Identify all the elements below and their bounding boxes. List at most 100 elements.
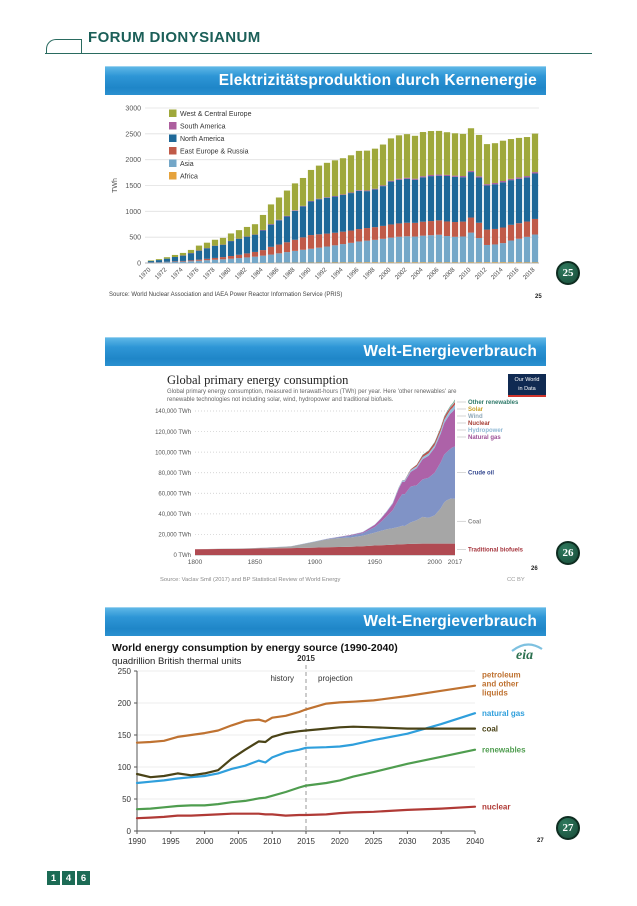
chart-27-subtitle: quadrillion British thermal units xyxy=(112,656,242,667)
svg-text:Other renewables: Other renewables xyxy=(468,400,519,406)
svg-text:2017: 2017 xyxy=(448,559,463,566)
svg-text:1990: 1990 xyxy=(298,266,313,281)
slide3-title-bar: Welt-Energieverbrauch xyxy=(105,607,546,636)
svg-text:1974: 1974 xyxy=(170,266,185,281)
svg-text:East Europe & Russia: East Europe & Russia xyxy=(180,149,249,156)
svg-text:projection: projection xyxy=(318,674,353,683)
svg-text:20,000 TWh: 20,000 TWh xyxy=(158,533,191,539)
page-number-digit: 6 xyxy=(77,871,90,885)
svg-text:1970: 1970 xyxy=(138,266,153,281)
svg-text:North America: North America xyxy=(180,136,224,143)
svg-text:Traditional biofuels: Traditional biofuels xyxy=(468,547,524,553)
eia-logo-swoosh xyxy=(511,643,543,652)
svg-text:1986: 1986 xyxy=(266,266,281,281)
svg-text:100: 100 xyxy=(118,763,132,772)
svg-text:1982: 1982 xyxy=(234,266,249,281)
svg-text:100,000 TWh: 100,000 TWh xyxy=(155,450,191,456)
svg-text:Nuclear: Nuclear xyxy=(468,421,491,427)
svg-text:South America: South America xyxy=(180,124,226,131)
chart-27-title: World energy consumption by energy sourc… xyxy=(112,642,398,654)
svg-text:2020: 2020 xyxy=(331,837,349,846)
svg-text:renewables: renewables xyxy=(482,746,526,755)
svg-text:1978: 1978 xyxy=(202,266,217,281)
svg-text:2015: 2015 xyxy=(297,837,315,846)
eia-logo: eia xyxy=(509,640,545,667)
svg-text:0: 0 xyxy=(137,261,141,268)
svg-text:1996: 1996 xyxy=(346,266,361,281)
svg-text:2035: 2035 xyxy=(432,837,450,846)
svg-text:2004: 2004 xyxy=(410,266,425,281)
svg-text:Asia: Asia xyxy=(180,161,194,168)
svg-text:50: 50 xyxy=(122,795,131,804)
svg-text:2030: 2030 xyxy=(399,837,417,846)
svg-text:250: 250 xyxy=(118,667,132,676)
bars-group xyxy=(147,128,539,264)
svg-text:2015: 2015 xyxy=(297,654,315,663)
owid-logo: Our World in Data xyxy=(508,374,546,397)
svg-text:2014: 2014 xyxy=(490,266,505,281)
svg-text:3000: 3000 xyxy=(125,106,141,113)
svg-text:2025: 2025 xyxy=(365,837,383,846)
svg-text:Coal: Coal xyxy=(468,519,481,525)
svg-text:1900: 1900 xyxy=(308,559,323,566)
svg-text:West & Central Europe: West & Central Europe xyxy=(180,111,252,118)
svg-text:150: 150 xyxy=(118,731,132,740)
chart-26-subtitle: Global primary energy consumption, measu… xyxy=(167,389,457,403)
chart-27-plot: 0 50 100 150 200 250 1990 1995 2000 2005 2010 2015 2… xyxy=(105,651,546,863)
chart-26-license: CC BY xyxy=(507,577,525,583)
eia-logo-text: eia xyxy=(516,648,534,663)
svg-text:1972: 1972 xyxy=(154,266,169,281)
svg-text:1988: 1988 xyxy=(282,266,297,281)
svg-text:2040: 2040 xyxy=(466,837,484,846)
svg-text:120,000 TWh: 120,000 TWh xyxy=(155,430,191,436)
svg-text:nuclear: nuclear xyxy=(482,803,510,812)
svg-text:Wind: Wind xyxy=(468,414,483,420)
chart-26-source: Source: Vaclav Smil (2017) and BP Statis… xyxy=(160,577,341,583)
svg-text:1994: 1994 xyxy=(330,266,345,281)
owid-logo-line2: in Data xyxy=(518,385,536,392)
svg-text:500: 500 xyxy=(129,235,141,242)
chart-26-svg: 0 TWh 20,000 TWh 40,000 TWh 60,000 TWh 80,00… xyxy=(155,399,524,566)
svg-text:history: history xyxy=(270,674,294,683)
svg-text:2016: 2016 xyxy=(506,266,521,281)
svg-text:Crude oil: Crude oil xyxy=(468,471,494,477)
svg-text:1998: 1998 xyxy=(362,266,377,281)
svg-text:1980: 1980 xyxy=(218,266,233,281)
svg-text:0 TWh: 0 TWh xyxy=(173,553,191,559)
svg-text:1800: 1800 xyxy=(188,559,203,566)
svg-text:natural gas: natural gas xyxy=(482,709,525,718)
chart-25-source: Source: World Nuclear Association and IA… xyxy=(109,292,343,298)
svg-text:2000: 2000 xyxy=(378,266,393,281)
chart-26-title: Global primary energy consumption xyxy=(167,373,349,387)
slide-eia-energy: Welt-Energieverbrauch World energy consu… xyxy=(105,607,546,867)
svg-text:1990: 1990 xyxy=(128,837,146,846)
svg-text:80,000 TWh: 80,000 TWh xyxy=(158,471,191,477)
slide3-title: Welt-Energieverbrauch xyxy=(363,613,537,630)
slide-badge-27: 27 xyxy=(556,816,580,840)
svg-text:2000: 2000 xyxy=(196,837,214,846)
svg-text:2008: 2008 xyxy=(442,266,457,281)
page-number: 1 4 6 xyxy=(47,871,90,885)
svg-text:1992: 1992 xyxy=(314,266,329,281)
svg-text:Natural gas: Natural gas xyxy=(468,435,501,441)
svg-text:2005: 2005 xyxy=(230,837,248,846)
slide-number-27: 27 xyxy=(537,838,544,844)
slide-badge-26: 26 xyxy=(556,541,580,565)
page-number-digit: 4 xyxy=(62,871,75,885)
chart-27-svg: 0 50 100 150 200 250 1990 1995 2000 2005 2010 2015 2… xyxy=(118,654,526,846)
svg-text:140,000 TWh: 140,000 TWh xyxy=(155,409,191,415)
owid-logo-red-bar xyxy=(508,394,546,397)
chart-26-plot: 0 TWh 20,000 TWh 40,000 TWh 60,000 TWh 80,00… xyxy=(155,399,546,571)
slide-badge-25: 25 xyxy=(556,261,580,285)
svg-text:TWh: TWh xyxy=(112,178,119,193)
svg-text:2010: 2010 xyxy=(458,266,473,281)
svg-text:1000: 1000 xyxy=(125,209,141,216)
svg-text:0: 0 xyxy=(127,827,132,836)
svg-text:Solar: Solar xyxy=(468,407,484,413)
slide-owid-energy: Welt-Energieverbrauch Global primary ene… xyxy=(105,337,546,592)
slide-nuclear-production: Elektrizitätsproduktion durch Kernenergi… xyxy=(105,66,546,318)
svg-text:2002: 2002 xyxy=(394,266,409,281)
slide1-title-bar: Elektrizitätsproduktion durch Kernenergi… xyxy=(105,66,546,95)
